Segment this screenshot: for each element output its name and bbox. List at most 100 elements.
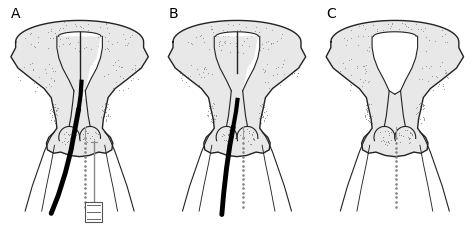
- Point: [343, 43, 350, 46]
- Point: [60, 132, 68, 135]
- Point: [376, 130, 383, 133]
- Point: [54, 106, 62, 109]
- Bar: [85, 202, 102, 222]
- Point: [187, 64, 194, 67]
- Point: [261, 105, 268, 109]
- Point: [398, 21, 405, 25]
- Text: B: B: [168, 7, 178, 21]
- Point: [209, 116, 216, 120]
- Point: [56, 26, 64, 30]
- Point: [64, 140, 71, 143]
- Point: [258, 103, 265, 106]
- Point: [105, 31, 112, 34]
- Point: [184, 40, 192, 43]
- Point: [397, 133, 405, 137]
- Point: [370, 48, 378, 52]
- Point: [443, 76, 451, 79]
- Point: [246, 142, 254, 146]
- Point: [53, 113, 60, 116]
- Point: [220, 40, 228, 44]
- Point: [94, 44, 101, 48]
- Point: [244, 139, 252, 143]
- Point: [410, 42, 417, 46]
- Point: [61, 142, 68, 146]
- Point: [29, 69, 37, 72]
- Point: [353, 67, 361, 70]
- Point: [398, 41, 405, 44]
- Point: [127, 78, 135, 81]
- Point: [201, 67, 208, 71]
- Point: [208, 27, 215, 30]
- Point: [360, 64, 367, 68]
- Point: [364, 108, 371, 112]
- Point: [263, 113, 271, 117]
- Point: [368, 114, 376, 118]
- Point: [365, 114, 373, 117]
- Point: [395, 131, 402, 134]
- Point: [229, 133, 237, 137]
- Point: [112, 68, 120, 72]
- Point: [102, 104, 110, 108]
- Point: [420, 117, 428, 120]
- Point: [60, 20, 68, 24]
- Point: [55, 44, 63, 48]
- Point: [211, 117, 219, 121]
- Point: [104, 26, 111, 30]
- Point: [238, 43, 246, 47]
- Point: [258, 112, 265, 115]
- Point: [187, 74, 194, 78]
- Point: [53, 109, 60, 113]
- Point: [103, 106, 111, 109]
- Point: [188, 42, 196, 46]
- Point: [354, 64, 361, 68]
- Point: [209, 102, 217, 105]
- Point: [49, 102, 56, 106]
- Point: [387, 35, 395, 39]
- Point: [384, 140, 392, 144]
- Point: [362, 27, 369, 30]
- Point: [387, 131, 394, 134]
- Point: [422, 64, 430, 68]
- Point: [79, 132, 87, 136]
- Point: [388, 23, 396, 26]
- Point: [280, 62, 287, 66]
- Text: A: A: [11, 7, 20, 21]
- Point: [385, 133, 393, 137]
- Point: [87, 47, 95, 50]
- Point: [176, 71, 183, 75]
- Point: [262, 80, 269, 84]
- Point: [278, 32, 286, 36]
- Point: [378, 39, 386, 42]
- Point: [125, 86, 132, 90]
- Polygon shape: [326, 20, 464, 157]
- Point: [60, 139, 67, 143]
- Point: [343, 77, 351, 81]
- Point: [104, 72, 111, 76]
- Point: [220, 138, 228, 142]
- Point: [199, 70, 207, 74]
- Point: [81, 133, 89, 137]
- Point: [339, 61, 347, 64]
- Point: [194, 68, 201, 71]
- Point: [50, 78, 58, 82]
- Point: [99, 104, 106, 108]
- Point: [42, 68, 49, 71]
- Point: [207, 24, 215, 28]
- Point: [378, 38, 386, 42]
- Polygon shape: [80, 126, 100, 141]
- Point: [121, 43, 129, 47]
- Point: [405, 137, 412, 141]
- Point: [45, 83, 53, 86]
- Point: [363, 102, 371, 106]
- Point: [29, 67, 37, 71]
- Point: [51, 102, 59, 106]
- Point: [70, 130, 77, 133]
- Point: [221, 40, 229, 43]
- Point: [408, 27, 415, 31]
- Point: [439, 84, 447, 88]
- Point: [63, 37, 70, 40]
- Point: [256, 103, 264, 107]
- Point: [421, 26, 429, 30]
- Point: [231, 136, 238, 140]
- Point: [204, 71, 211, 75]
